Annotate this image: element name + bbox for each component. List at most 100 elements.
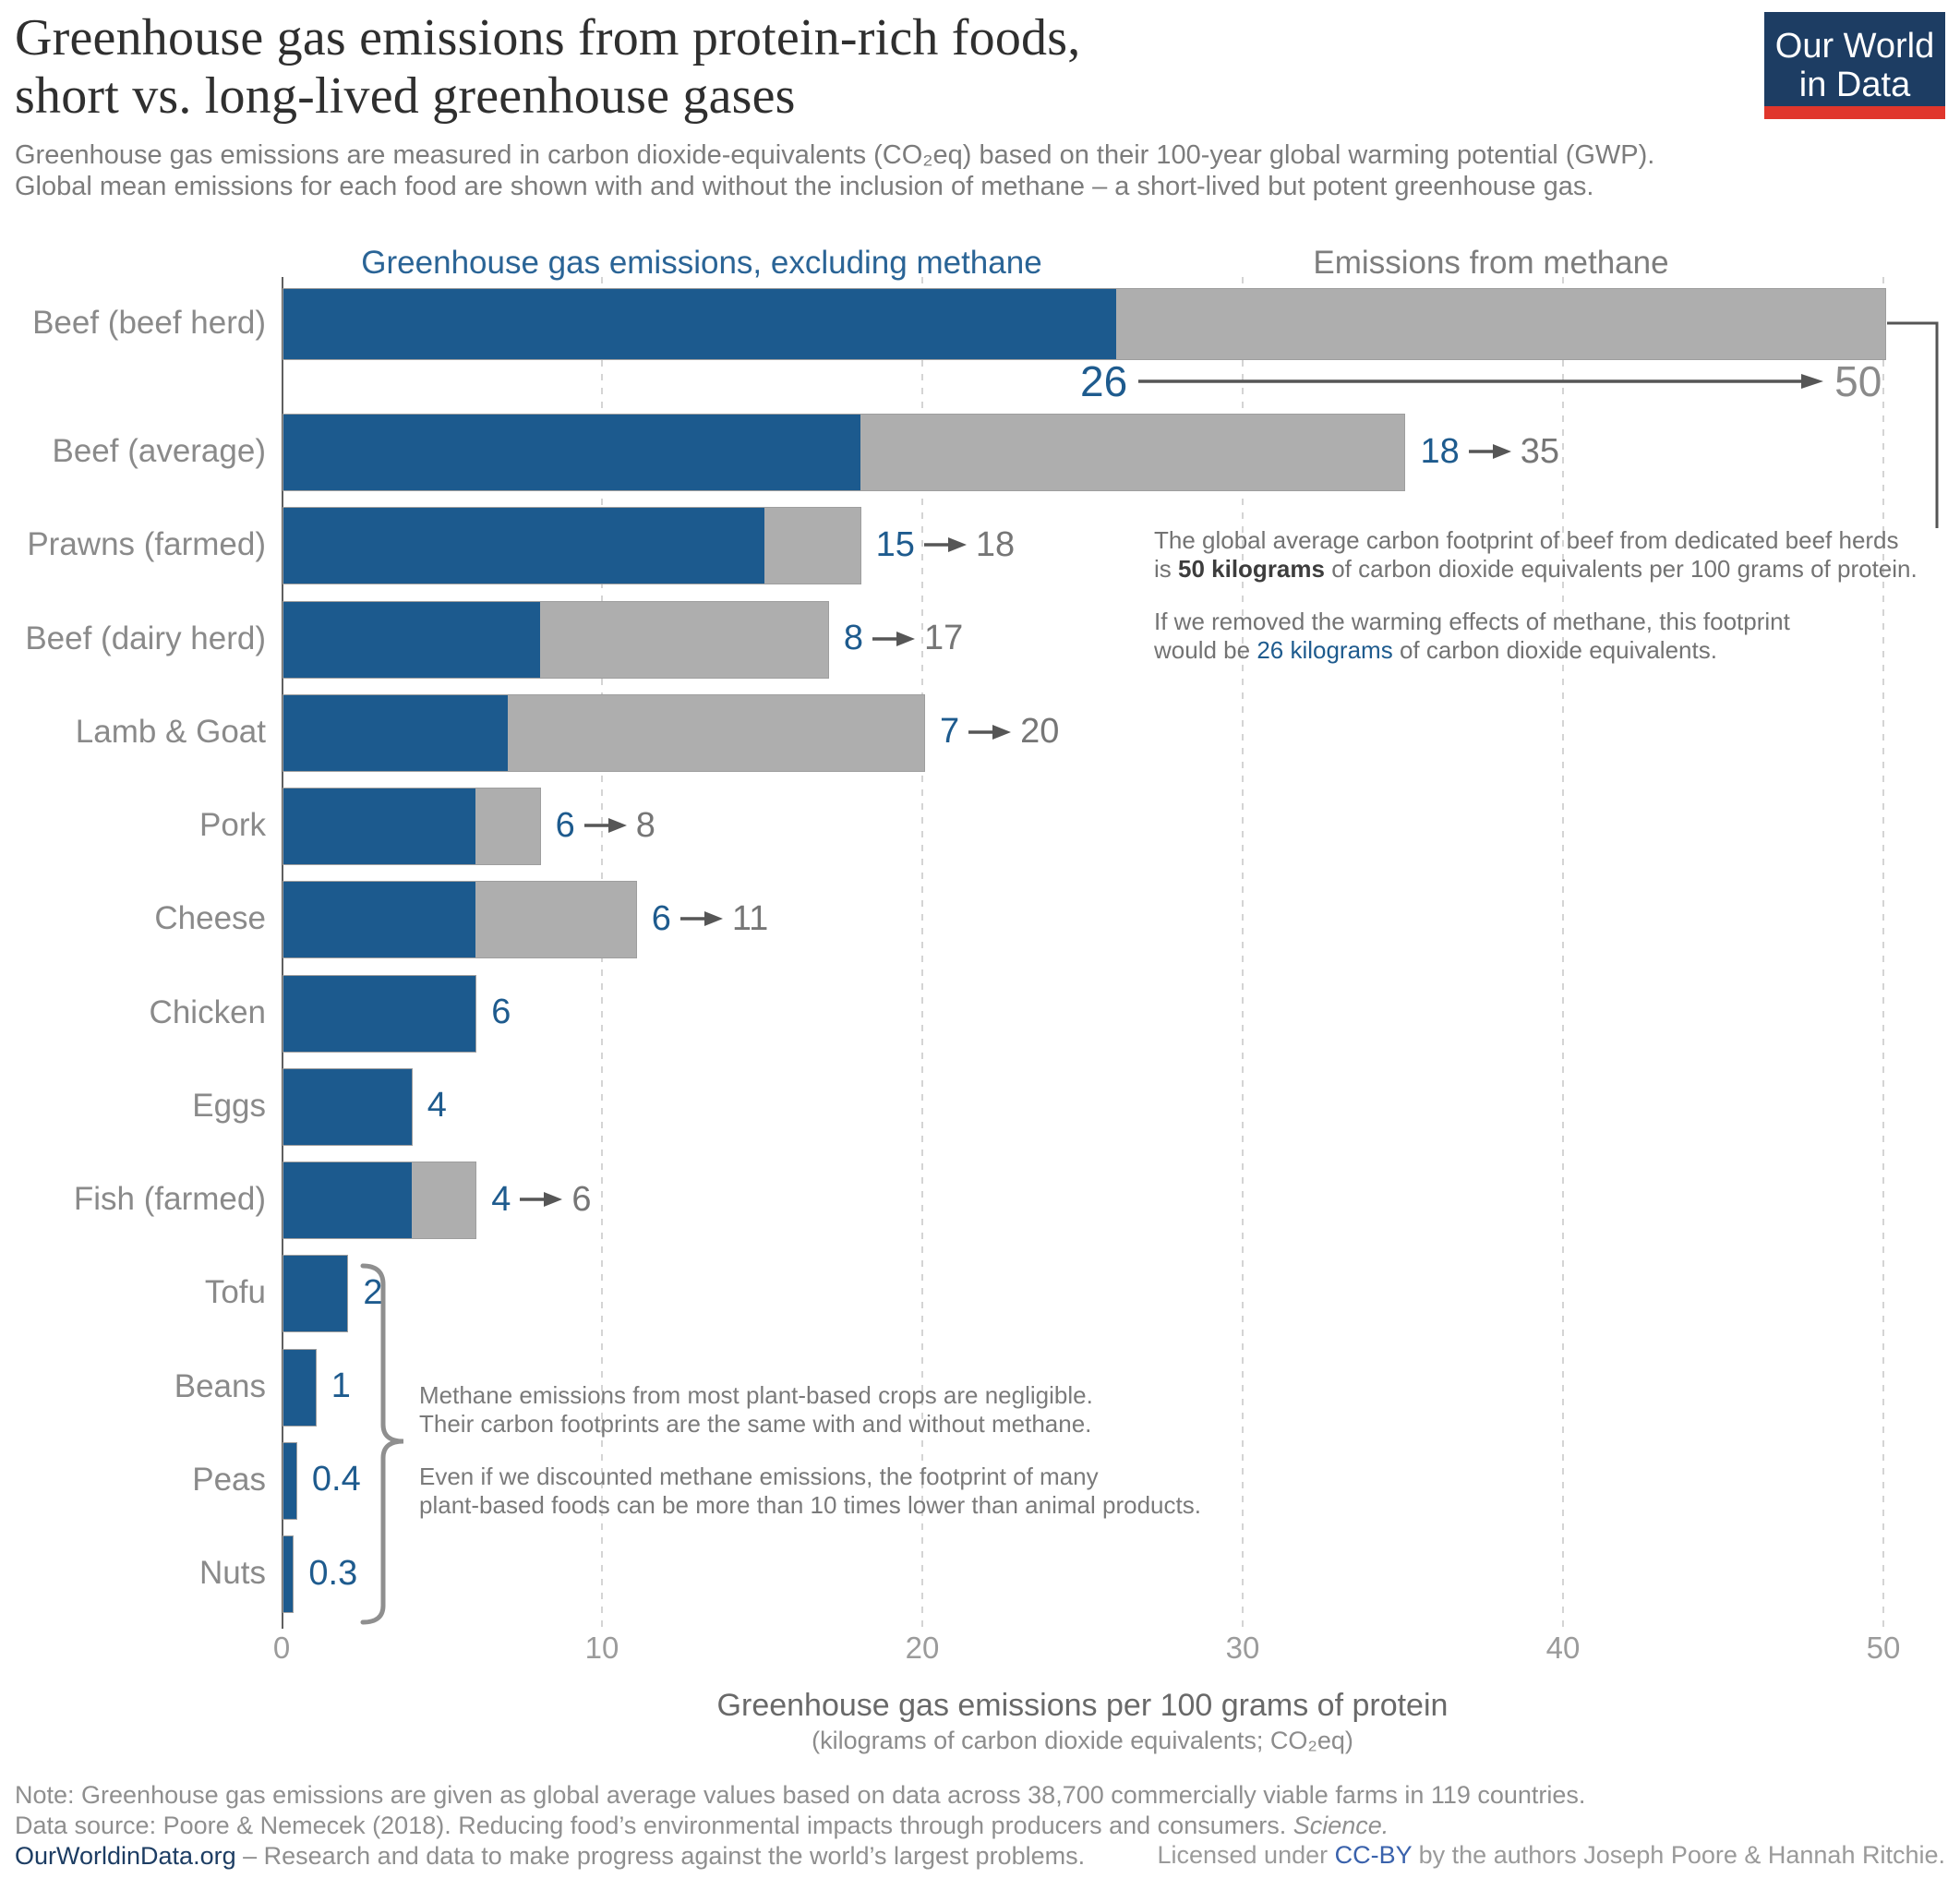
- text-segment: by the authors Joseph Poore & Hannah Rit…: [1412, 1841, 1945, 1869]
- bar-6[interactable]: [283, 881, 637, 959]
- x-axis-subtitle: (kilograms of carbon dioxide equivalents…: [812, 1727, 1353, 1754]
- plant-note-paragraph-1: Methane emissions from most plant-based …: [419, 1381, 1389, 1439]
- footer-note: Note: Greenhouse gas emissions are given…: [15, 1781, 1586, 1809]
- bar-segment-excl-methane[interactable]: [283, 1442, 296, 1519]
- row-value-12: 0.4: [312, 1456, 361, 1504]
- bar-7[interactable]: [283, 974, 477, 1053]
- value-incl-methane: 8: [635, 805, 655, 845]
- value-excl-methane: 2: [363, 1272, 383, 1312]
- note-line: Their carbon footprints are the same wit…: [419, 1410, 1092, 1438]
- row-label-4: Lamb & Goat: [75, 713, 266, 750]
- value-excl-methane: 4: [491, 1179, 511, 1219]
- bar-segment-excl-methane[interactable]: [283, 1162, 412, 1238]
- x-tick-label-10: 10: [584, 1631, 619, 1665]
- bar-13[interactable]: [283, 1535, 295, 1613]
- value-excl-methane: 7: [940, 712, 960, 752]
- bar-11[interactable]: [283, 1348, 317, 1427]
- logo-line-2: in Data: [1798, 66, 1911, 104]
- row-label-6: Cheese: [154, 900, 266, 937]
- bar-segment-methane[interactable]: [507, 694, 924, 771]
- arrow-right-icon: [872, 631, 916, 646]
- owid-logo: Our World in Data: [1764, 12, 1945, 119]
- text-segment: Data source: Poore & Nemecek (2018). Red…: [15, 1812, 1293, 1839]
- bar-segment-methane[interactable]: [475, 789, 540, 864]
- note-line: plant-based foods can be more than 10 ti…: [419, 1491, 1201, 1519]
- bar-8[interactable]: [283, 1067, 413, 1146]
- bar-segment-excl-methane[interactable]: [283, 1256, 348, 1332]
- row-label-11: Beans: [174, 1367, 266, 1404]
- bar-2[interactable]: [283, 507, 861, 585]
- bar-segment-excl-methane[interactable]: [283, 789, 476, 864]
- text-segment: 26 kilograms: [1257, 636, 1393, 664]
- value-incl-methane: 20: [1020, 712, 1060, 752]
- row-value-8: 4: [427, 1082, 447, 1130]
- bar-0[interactable]: [283, 288, 1886, 360]
- x-tick-label-40: 40: [1545, 1631, 1581, 1665]
- arrow-right-icon: [968, 724, 1012, 740]
- bar-segment-excl-methane[interactable]: [283, 508, 764, 584]
- bar-segment-methane[interactable]: [764, 508, 860, 584]
- arrow-right-icon: [923, 537, 967, 553]
- value-excl-methane: 1: [331, 1366, 351, 1405]
- gridline-40: [1562, 277, 1564, 1627]
- bar-segment-excl-methane[interactable]: [283, 882, 476, 958]
- bar-segment-excl-methane[interactable]: [283, 1349, 316, 1426]
- text-segment: – Research and data to make progress aga…: [235, 1842, 1086, 1870]
- bar-segment-excl-methane[interactable]: [283, 601, 540, 678]
- value-incl-methane: 35: [1520, 431, 1560, 471]
- value-excl-methane: 18: [1420, 431, 1460, 471]
- footer: Note: Greenhouse gas emissions are given…: [15, 1780, 1585, 1872]
- arrow-right-icon: [520, 1192, 563, 1207]
- value-incl-methane: 17: [924, 619, 964, 657]
- row-label-2: Prawns (farmed): [27, 526, 266, 563]
- bar-4[interactable]: [283, 693, 925, 772]
- bar-segment-excl-methane[interactable]: [283, 1068, 412, 1145]
- row-value-3: 8 17: [844, 615, 963, 663]
- value-excl-methane: 15: [875, 524, 915, 564]
- plant-rows-brace: [360, 1263, 404, 1625]
- footer-owid-link[interactable]: OurWorldinData.org – Research and data t…: [15, 1841, 1585, 1872]
- value-excl-methane: 6: [555, 805, 575, 845]
- row-label-10: Tofu: [204, 1274, 266, 1311]
- value-excl-methane: 0.3: [308, 1553, 358, 1593]
- bar-segment-methane[interactable]: [1116, 289, 1885, 359]
- bar-12[interactable]: [283, 1441, 297, 1520]
- bar-10[interactable]: [283, 1255, 349, 1333]
- arrow-right-icon: [679, 911, 723, 927]
- note-line: would be 26 kilograms of carbon dioxide …: [1154, 636, 1960, 665]
- bar-segment-methane[interactable]: [411, 1162, 476, 1238]
- text-segment: 50 kilograms: [1178, 555, 1325, 583]
- bar-9[interactable]: [283, 1162, 477, 1239]
- row-value-13: 0.3: [308, 1549, 357, 1597]
- beef-note-paragraph-1: The global average carbon footprint of b…: [1154, 526, 1960, 584]
- bar-segment-excl-methane[interactable]: [283, 1536, 294, 1612]
- bar-segment-methane[interactable]: [539, 601, 828, 678]
- bar-segment-methane[interactable]: [860, 415, 1405, 490]
- bar-segment-excl-methane[interactable]: [283, 415, 860, 490]
- bar-segment-excl-methane[interactable]: [283, 289, 1117, 359]
- bar-1[interactable]: [283, 414, 1406, 491]
- gridline-50: [1882, 277, 1884, 1627]
- chart-subtitle: Greenhouse gas emissions are measured in…: [15, 139, 1654, 202]
- row-label-3: Beef (dairy herd): [25, 620, 266, 656]
- row-label-8: Eggs: [192, 1087, 266, 1124]
- text-segment: of carbon dioxide equivalents per 100 gr…: [1324, 555, 1918, 583]
- bar-5[interactable]: [283, 788, 541, 865]
- row-label-13: Nuts: [199, 1555, 266, 1591]
- footer-license[interactable]: Licensed under CC-BY by the authors Jose…: [1157, 1841, 1945, 1870]
- footer-datasource: Data source: Poore & Nemecek (2018). Red…: [15, 1811, 1585, 1841]
- row-value-6: 6 11: [652, 895, 769, 943]
- beef-herd-value-excl-methane: 26: [1080, 357, 1128, 405]
- row-value-10: 2: [363, 1269, 382, 1317]
- text-segment: would be: [1154, 636, 1257, 664]
- bar-3[interactable]: [283, 600, 829, 679]
- bar-segment-excl-methane[interactable]: [283, 694, 508, 771]
- bar-segment-methane[interactable]: [475, 882, 636, 958]
- bar-segment-excl-methane[interactable]: [283, 975, 476, 1052]
- plant-foods-annotation: Methane emissions from most plant-based …: [419, 1381, 1389, 1544]
- row-label-5: Pork: [199, 807, 266, 843]
- x-tick-label-30: 30: [1225, 1631, 1260, 1665]
- arrow-right-icon: [583, 818, 627, 833]
- title-line-1: Greenhouse gas emissions from protein-ri…: [15, 9, 1081, 66]
